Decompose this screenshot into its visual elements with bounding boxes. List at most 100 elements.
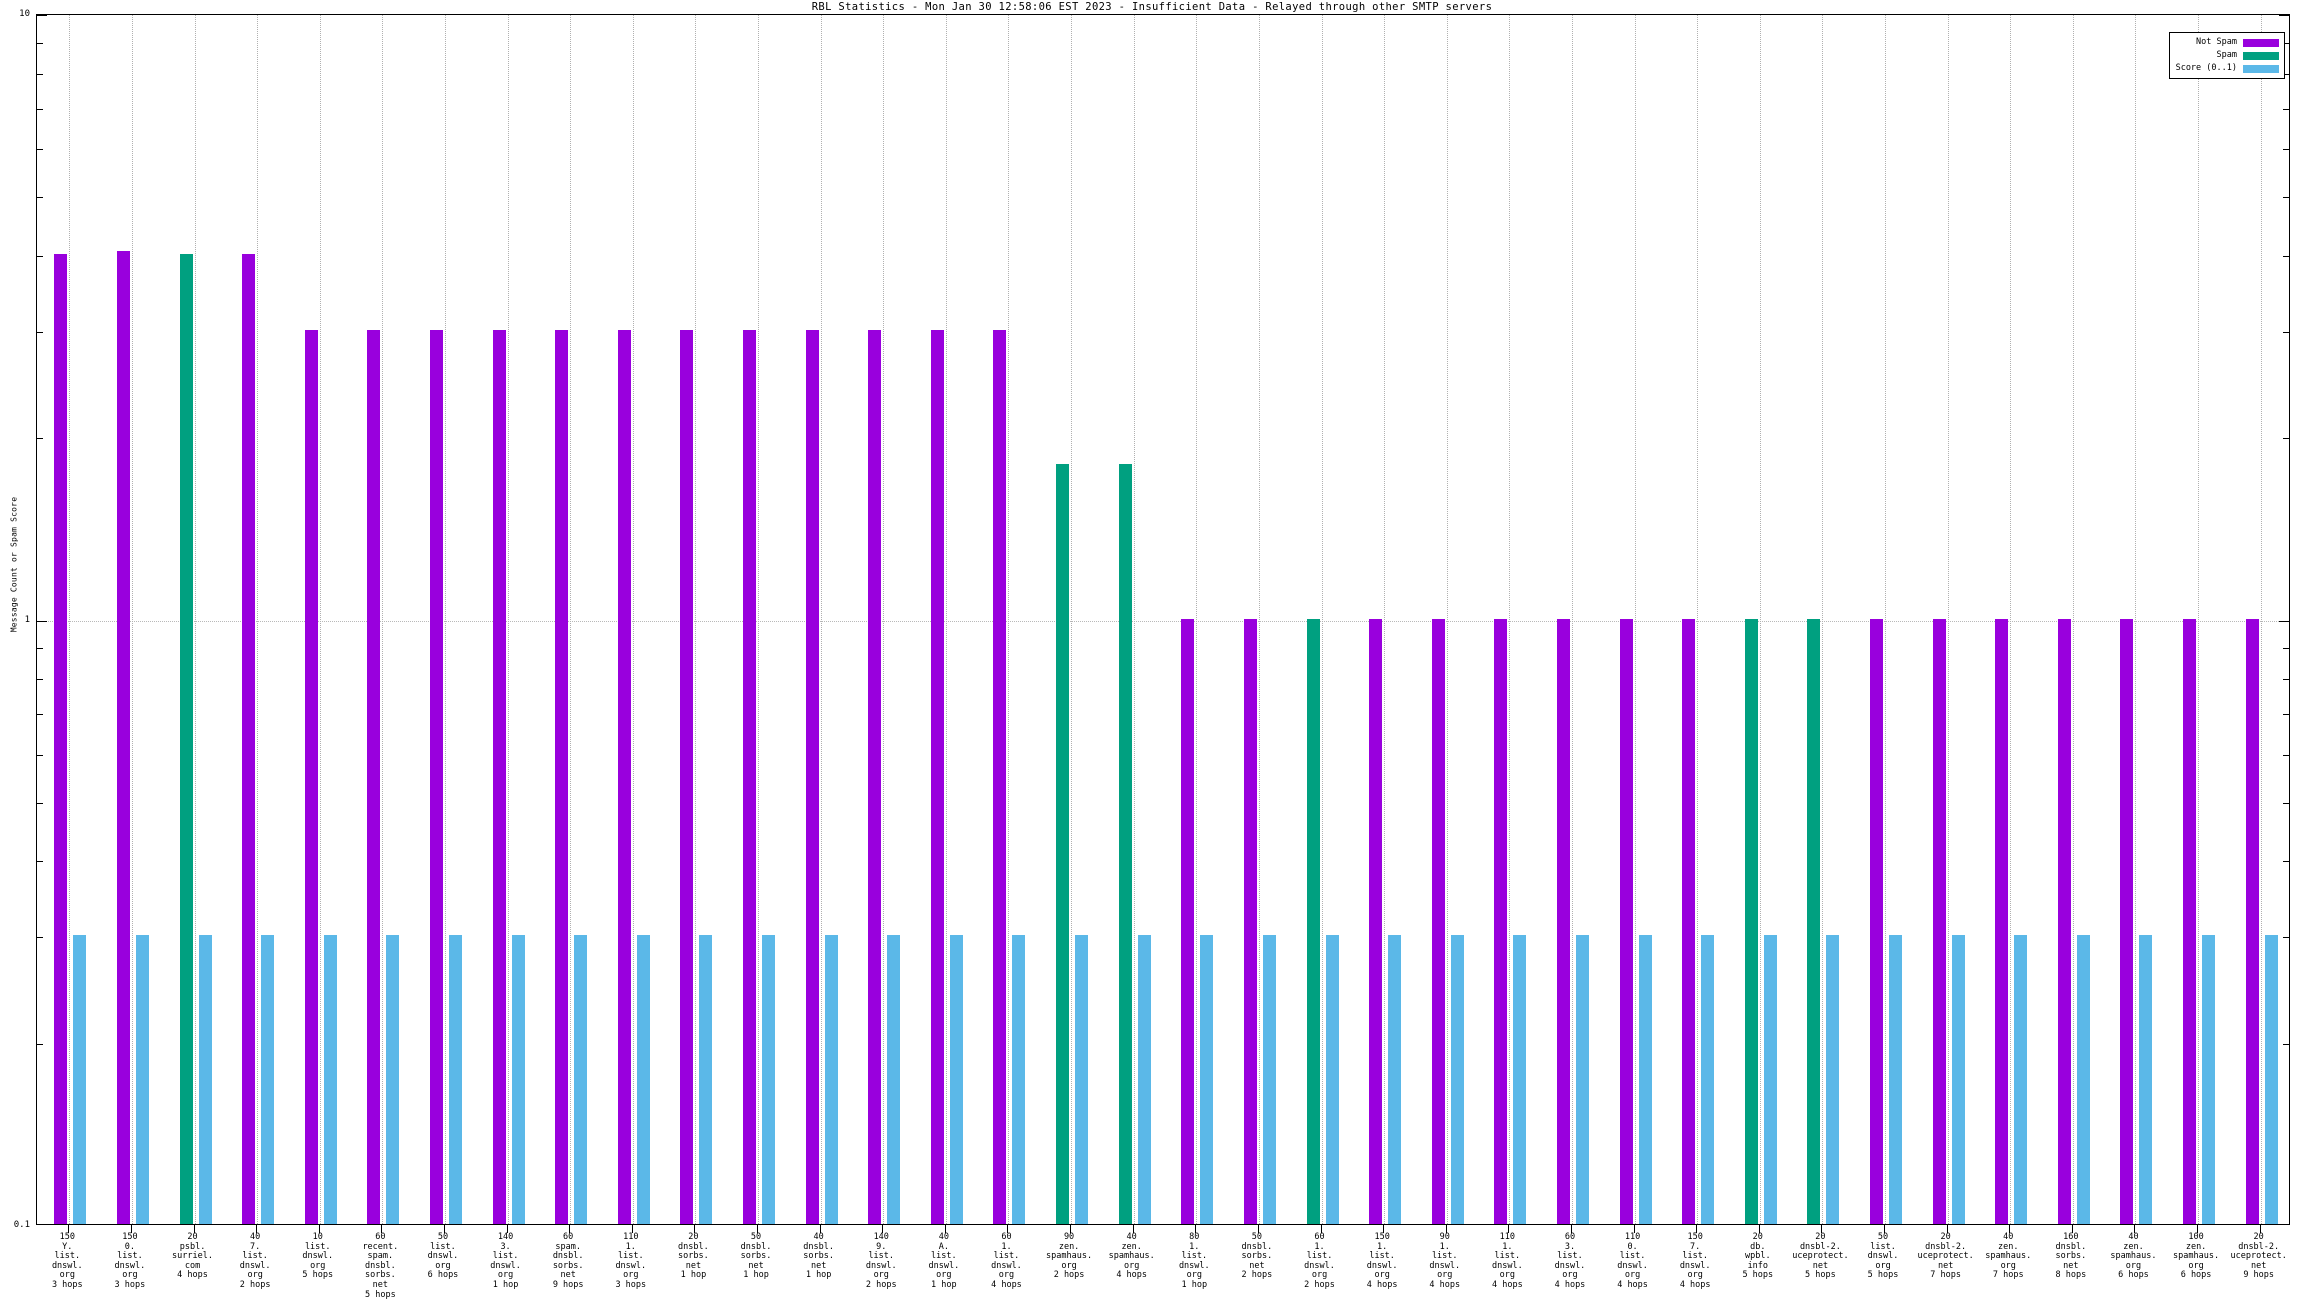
category-separator xyxy=(320,15,321,1224)
bar-not-spam xyxy=(1619,618,1633,1224)
bar-score xyxy=(73,935,87,1224)
x-tick xyxy=(1446,1225,1447,1233)
x-axis-label: 60 1. list. dnswl. org 4 hops xyxy=(991,1232,1022,1290)
bar-not-spam xyxy=(2057,618,2071,1224)
axis-minor-tick xyxy=(37,802,43,804)
x-tick xyxy=(1321,1225,1322,1233)
category-separator xyxy=(1134,15,1135,1224)
bar-score xyxy=(2139,935,2153,1224)
bar-not-spam xyxy=(304,329,318,1224)
x-axis-label: 20 dnsbl-2. uceprotect. net 5 hops xyxy=(1792,1232,1849,1281)
x-tick xyxy=(2134,1225,2135,1233)
category-separator xyxy=(1196,15,1197,1224)
x-tick xyxy=(2197,1225,2198,1233)
bar-score xyxy=(448,935,462,1224)
x-tick xyxy=(1195,1225,1196,1233)
x-axis-label: 60 spam. dnsbl. sorbs. net 9 hops xyxy=(552,1232,584,1290)
x-tick xyxy=(1258,1225,1259,1233)
axis-minor-tick xyxy=(37,714,43,716)
axis-minor-tick xyxy=(2283,42,2289,44)
axis-minor-tick xyxy=(37,255,43,257)
category-separator xyxy=(2135,15,2136,1224)
y-axis-title: Message Count or Spam Score xyxy=(9,496,19,633)
x-tick xyxy=(1947,1225,1948,1233)
x-axis-label: 50 dnsbl. sorbs. net 2 hops xyxy=(1241,1232,1273,1281)
x-axis-label: 110 0. list. dnswl. org 4 hops xyxy=(1617,1232,1648,1290)
x-axis-label: 40 zen. spamhaus. org 7 hops xyxy=(1985,1232,2032,1281)
bar-spam xyxy=(1056,463,1070,1224)
bar-not-spam xyxy=(1995,618,2009,1224)
bar-spam xyxy=(1807,618,1821,1224)
bar-spam xyxy=(179,253,193,1224)
x-axis-label: 20 dnsbl-2. uceprotect. net 7 hops xyxy=(1917,1232,1974,1281)
legend-item-not-spam: Not Spam xyxy=(2176,37,2279,48)
legend-item-spam: Spam xyxy=(2176,50,2279,61)
bar-not-spam xyxy=(1494,618,1508,1224)
x-tick xyxy=(319,1225,320,1233)
axis-minor-tick xyxy=(37,1043,43,1045)
category-separator xyxy=(1697,15,1698,1224)
x-tick xyxy=(569,1225,570,1233)
axis-major-tick xyxy=(37,620,47,622)
x-axis-label: 10 list. dnswl. org 5 hops xyxy=(302,1232,334,1281)
x-axis-label: 60 1. list. dnswl. org 2 hops xyxy=(1304,1232,1335,1290)
x-axis-label: 40 dnsbl. sorbs. net 1 hop xyxy=(803,1232,834,1281)
chart-title: RBL Statistics - Mon Jan 30 12:58:06 EST… xyxy=(811,1,1493,13)
axis-minor-tick xyxy=(2283,73,2289,75)
x-tick xyxy=(131,1225,132,1233)
x-tick xyxy=(1383,1225,1384,1233)
x-axis-label: 60 3. list. dnswl. org 4 hops xyxy=(1554,1232,1586,1290)
bar-not-spam xyxy=(2120,618,2134,1224)
x-tick xyxy=(1696,1225,1697,1233)
bar-score xyxy=(386,935,400,1224)
bar-score xyxy=(887,935,901,1224)
bar-score xyxy=(1826,935,1840,1224)
legend-label-score: Score (0..1) xyxy=(2175,63,2237,73)
category-separator xyxy=(1885,15,1886,1224)
axis-minor-tick xyxy=(37,73,43,75)
category-separator xyxy=(2010,15,2011,1224)
category-separator xyxy=(195,15,196,1224)
x-tick xyxy=(1007,1225,1008,1233)
category-separator xyxy=(508,15,509,1224)
x-tick xyxy=(1508,1225,1509,1233)
bar-score xyxy=(1262,935,1276,1224)
bar-not-spam xyxy=(993,329,1007,1224)
bar-not-spam xyxy=(1870,618,1884,1224)
x-tick xyxy=(1821,1225,1822,1233)
category-separator xyxy=(382,15,383,1224)
axis-minor-tick xyxy=(2283,255,2289,257)
category-separator xyxy=(1822,15,1823,1224)
bar-not-spam xyxy=(429,329,443,1224)
bar-not-spam xyxy=(805,329,819,1224)
bar-not-spam xyxy=(1369,618,1383,1224)
axis-minor-tick xyxy=(37,754,43,756)
category-separator xyxy=(2198,15,2199,1224)
legend-swatch-spam xyxy=(2243,51,2279,60)
bar-not-spam xyxy=(54,253,68,1224)
bar-not-spam xyxy=(617,329,631,1224)
bar-score xyxy=(135,935,149,1224)
axis-minor-tick xyxy=(37,861,43,863)
bar-not-spam xyxy=(492,329,506,1224)
axis-minor-tick xyxy=(37,937,43,939)
bar-score xyxy=(949,935,963,1224)
category-separator xyxy=(132,15,133,1224)
x-tick xyxy=(2072,1225,2073,1233)
x-axis-label: 20 dnsbl-2. uceprotect. net 9 hops xyxy=(2230,1232,2287,1281)
x-tick xyxy=(2009,1225,2010,1233)
bar-score xyxy=(1200,935,1214,1224)
x-axis-label: 90 1. list. dnswl. org 4 hops xyxy=(1429,1232,1461,1290)
axis-minor-tick xyxy=(37,331,43,333)
y-tick-label: 0.1 xyxy=(13,1220,30,1230)
bar-score xyxy=(1951,935,1965,1224)
bar-score xyxy=(2264,935,2278,1224)
axis-minor-tick xyxy=(2283,802,2289,804)
x-axis-label: 50 list. dnswl. org 5 hops xyxy=(1867,1232,1899,1281)
x-tick xyxy=(68,1225,69,1233)
bar-not-spam xyxy=(1181,618,1195,1224)
axis-minor-tick xyxy=(2283,108,2289,110)
x-tick xyxy=(1884,1225,1885,1233)
axis-minor-tick xyxy=(2283,438,2289,440)
